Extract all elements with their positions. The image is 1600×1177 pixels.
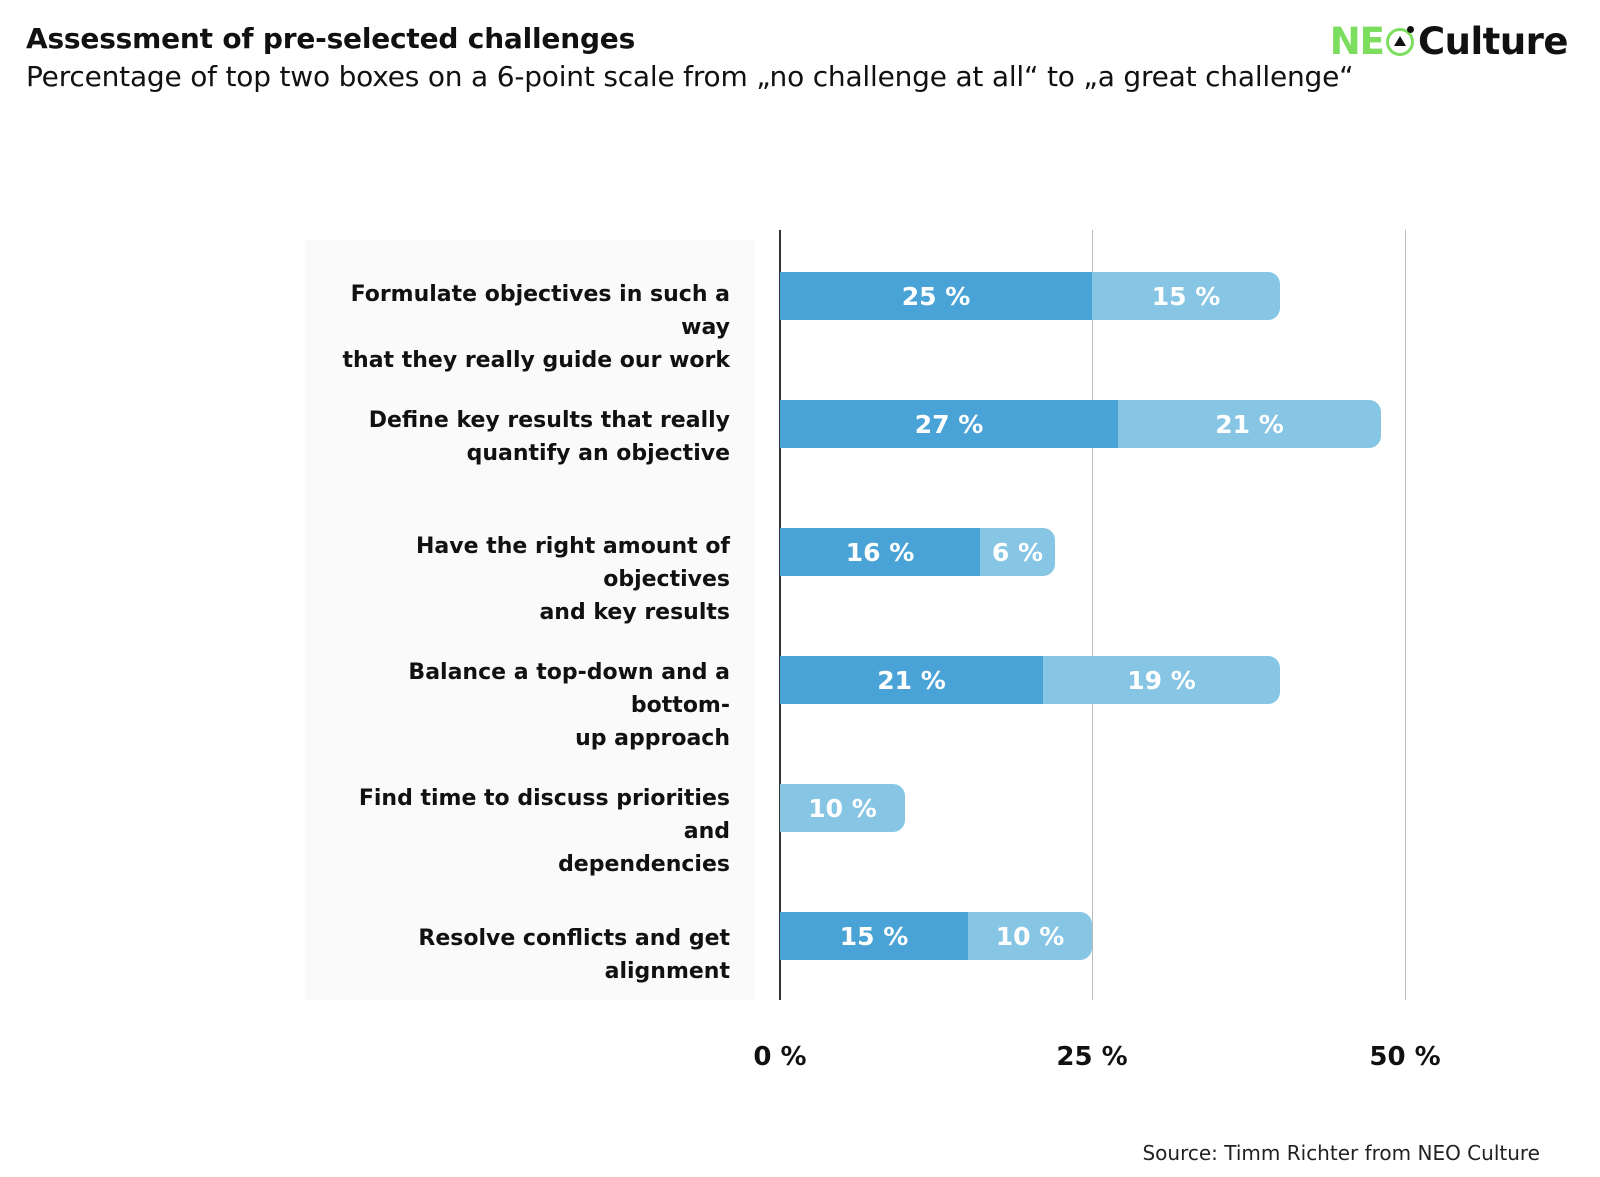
category-label-line: Balance a top-down and a bottom- [408,660,730,718]
category-label: Formulate objectives in such a way that … [310,278,730,377]
neo-culture-logo: NE Culture [1329,20,1569,63]
category-label: Balance a top-down and a bottom- up appr… [310,656,730,755]
bar-segment-top-box: 15 % [780,912,968,960]
y-axis-line [779,230,781,1000]
bar-row-6: 15 % 10 % [780,912,1092,960]
gridline-50 [1405,230,1406,1000]
x-tick-label: 25 % [1056,1042,1128,1072]
neo-culture-logo-icon [1385,25,1414,56]
bar-row-5: 10 % [780,784,905,832]
bar-segment-second-box: 19 % [1043,656,1280,704]
bar-segment-second-box: 21 % [1118,400,1381,448]
category-label-line: quantify an objective [466,441,730,466]
bar-segment-top-box: 25 % [780,272,1092,320]
page-subtitle: Percentage of top two boxes on a 6-point… [26,60,1354,93]
bar-segment-top-box: 16 % [780,528,980,576]
logo-text-ne: NE [1329,20,1385,63]
category-label-line: up approach [575,726,730,751]
category-label: Have the right amount of objectives and … [310,530,730,629]
bar-row-2: 27 % 21 % [780,400,1381,448]
bar-segment-top-box: 21 % [780,656,1043,704]
bar-row-3: 16 % 6 % [780,528,1055,576]
bar-segment-second-box: 6 % [980,528,1055,576]
source-note: Source: Timm Richter from NEO Culture [1142,1141,1540,1165]
category-label-line: that they really guide our work [342,348,730,373]
category-label-line: Formulate objectives in such a way [350,282,730,340]
category-label: Find time to discuss priorities and depe… [310,782,730,881]
label-panel [305,240,755,1000]
logo-text-culture: Culture [1417,20,1569,63]
category-label-line: dependencies [558,852,730,877]
bar-row-4: 21 % 19 % [780,656,1280,704]
bar-row-1: 25 % 15 % [780,272,1280,320]
category-label: Define key results that really quantify … [310,404,730,470]
x-tick-label: 50 % [1369,1042,1441,1072]
category-label-line: and key results [539,600,730,625]
category-label-line: Have the right amount of objectives [416,534,730,592]
category-label-line: Find time to discuss priorities and [358,786,730,844]
category-label-line: Define key results that really [368,408,730,433]
bar-segment-second-box: 15 % [1092,272,1280,320]
page-title: Assessment of pre-selected challenges [26,22,636,55]
category-label: Resolve conflicts and get alignment [310,922,730,988]
bar-segment-second-box: 10 % [968,912,1092,960]
category-label-line: Resolve conflicts and get alignment [418,926,730,984]
bar-segment-second-box: 10 % [780,784,905,832]
bar-segment-top-box: 27 % [780,400,1118,448]
x-tick-label: 0 % [753,1042,807,1072]
gridline-25 [1092,230,1093,1000]
